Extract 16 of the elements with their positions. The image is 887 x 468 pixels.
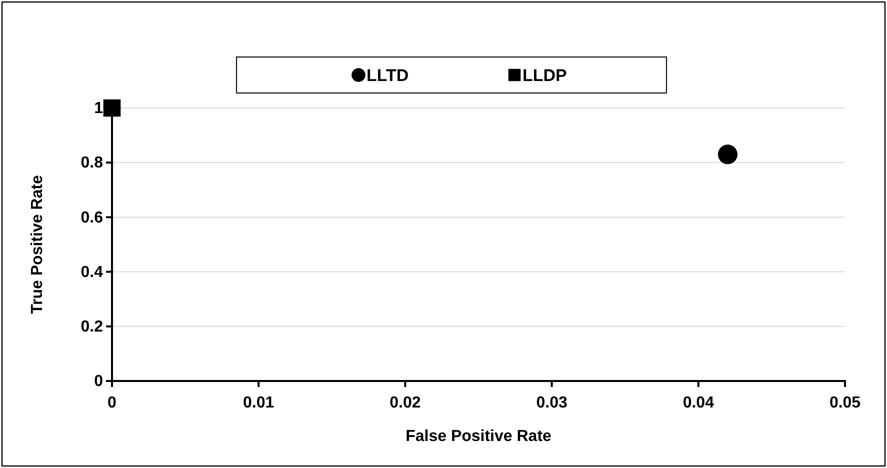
y-tick-label: 0.4 [80,264,104,281]
y-tick-label: 0.6 [80,209,104,226]
x-tick-label: 0.04 [682,394,714,412]
x-tick-label: 0.03 [536,394,568,412]
x-tick-label: 0.05 [829,394,861,412]
y-axis-title: True Positive Rate [29,175,46,314]
legend-label: LLTD [366,66,409,85]
x-tick-label: 0.02 [390,394,421,412]
x-tick-label: 0 [108,394,117,412]
y-tick-label: 0.8 [80,154,104,172]
y-tick-label: 0 [94,373,104,390]
y-tick-label: 0.2 [80,318,104,336]
y-tick-label: 1 [94,100,104,118]
x-tick-label: 0.01 [243,394,274,412]
x-axis-title: False Positive Rate [406,428,552,445]
legend-label: LLDP [522,66,567,85]
